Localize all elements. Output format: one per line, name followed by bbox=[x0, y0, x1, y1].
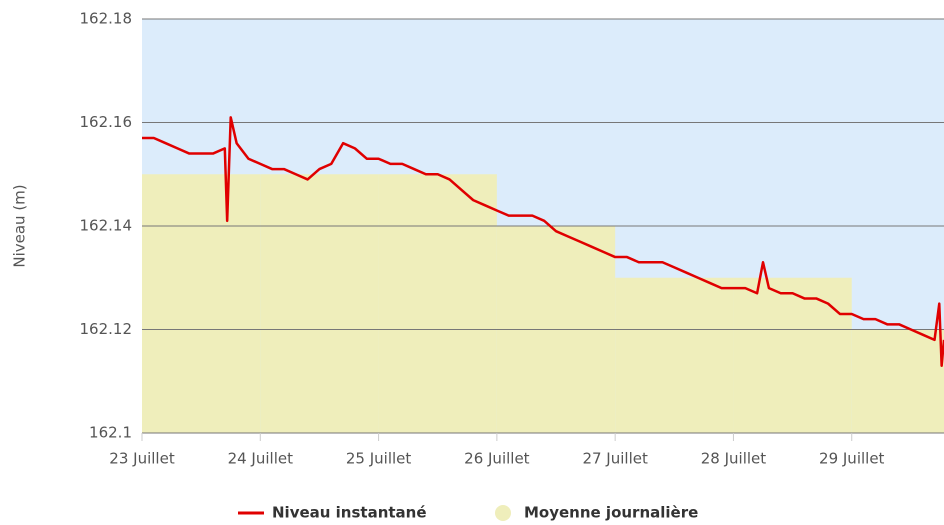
x-tick-label: 28 Juillet bbox=[701, 450, 767, 468]
y-tick-label: 162.12 bbox=[80, 320, 133, 338]
x-tick-label: 29 Juillet bbox=[819, 450, 885, 468]
daily-average-step bbox=[615, 277, 734, 433]
daily-average-step bbox=[142, 174, 261, 433]
y-tick-label: 162.1 bbox=[89, 424, 132, 442]
daily-average-step bbox=[260, 174, 379, 433]
level-line bbox=[142, 116, 944, 367]
x-tick-label: 25 Juillet bbox=[346, 450, 412, 468]
legend-swatch bbox=[495, 505, 511, 521]
daily-average-step bbox=[378, 174, 497, 433]
daily-average-step bbox=[851, 329, 944, 433]
y-tick-label: 162.14 bbox=[80, 217, 133, 235]
daily-average-step bbox=[733, 277, 852, 433]
y-tick-label: 162.16 bbox=[80, 113, 133, 131]
x-tick-label: 24 Juillet bbox=[228, 450, 294, 468]
x-tick-label: 27 Juillet bbox=[582, 450, 648, 468]
y-tick-label: 162.18 bbox=[80, 10, 133, 28]
x-tick-label: 26 Juillet bbox=[464, 450, 530, 468]
legend-label: Moyenne journalière bbox=[524, 504, 698, 522]
x-tick-label: 23 Juillet bbox=[109, 450, 175, 468]
legend-label: Niveau instantané bbox=[272, 504, 427, 522]
y-axis-label: Niveau (m) bbox=[11, 184, 29, 267]
